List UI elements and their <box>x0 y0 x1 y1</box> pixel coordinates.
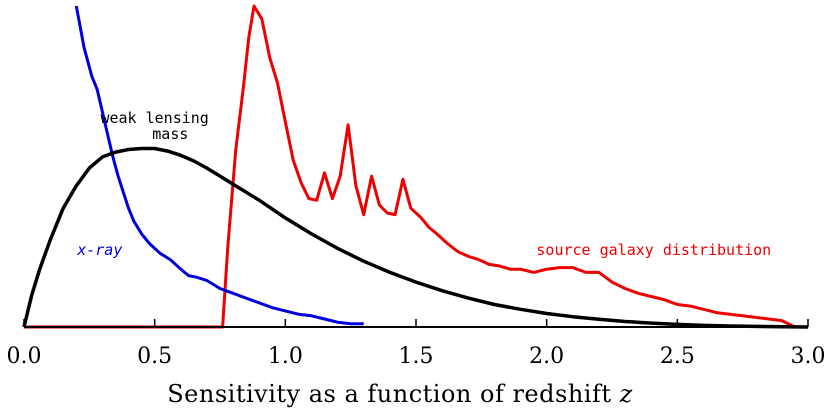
series-line-weak-lensing <box>22 146 809 329</box>
curves-group <box>22 4 809 329</box>
x-tick-label-2: 1.0 <box>268 344 303 369</box>
x-axis-label: Sensitivity as a function of redshift z <box>167 380 633 408</box>
annotation-source-galaxy: source galaxy distribution <box>536 241 771 259</box>
series-line-source-galaxy <box>24 4 808 329</box>
x-tick-label-0: 0.0 <box>7 344 42 369</box>
x-tick-label-1: 0.5 <box>137 344 172 369</box>
x-tick-label-3: 1.5 <box>399 344 434 369</box>
x-axis-ticks: 0.0 0.5 1.0 1.5 2.0 2.5 3.0 <box>7 319 826 369</box>
annotation-weak-lensing-l2: mass <box>152 125 188 143</box>
series-line-xray <box>74 5 364 326</box>
annotation-xray: x-ray <box>76 241 122 259</box>
x-tick-label-5: 2.5 <box>660 344 695 369</box>
x-axis-label-text: Sensitivity as a function of redshift <box>167 380 619 408</box>
x-tick-label-4: 2.0 <box>529 344 564 369</box>
annotation-weak-lensing-l1: weak lensing <box>100 109 208 127</box>
x-axis-label-variable: z <box>619 380 633 408</box>
x-tick-label-6: 3.0 <box>791 344 826 369</box>
